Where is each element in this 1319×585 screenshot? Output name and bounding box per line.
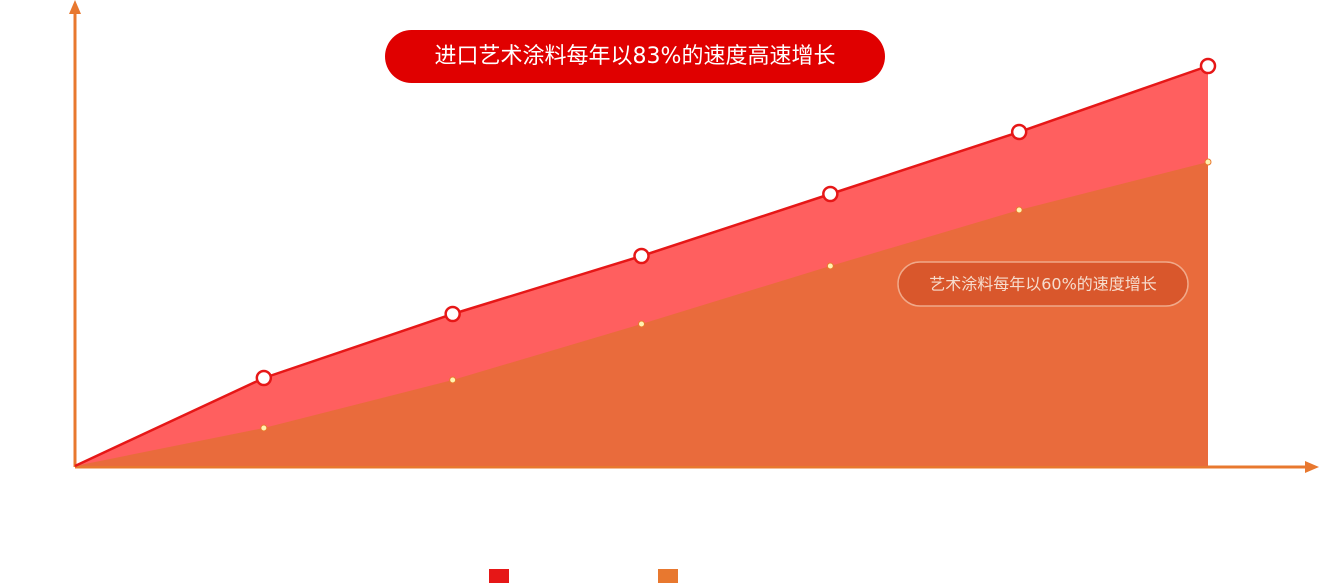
annotation-pill	[897, 261, 1189, 307]
point	[1199, 57, 1217, 75]
point	[638, 320, 645, 328]
legend	[489, 569, 678, 583]
point	[633, 247, 650, 265]
point	[260, 424, 268, 432]
point	[826, 262, 834, 270]
x-axis-arrow	[1305, 461, 1319, 473]
point	[444, 305, 461, 323]
legend-swatch	[489, 569, 509, 583]
point	[822, 185, 839, 203]
plot	[74, 57, 1217, 468]
chart-title: 进口艺术涂料每年以83%的速度高速增长	[435, 44, 836, 69]
title-pill	[385, 30, 885, 83]
annotation: 艺术涂料每年以60%的速度增长	[929, 275, 1157, 294]
legend-swatch	[658, 569, 678, 583]
point	[255, 369, 273, 387]
y-axis-arrow	[69, 0, 81, 14]
point	[1010, 123, 1028, 141]
point	[1204, 158, 1212, 166]
area	[75, 162, 1208, 466]
point	[1015, 206, 1023, 214]
point	[449, 376, 457, 384]
